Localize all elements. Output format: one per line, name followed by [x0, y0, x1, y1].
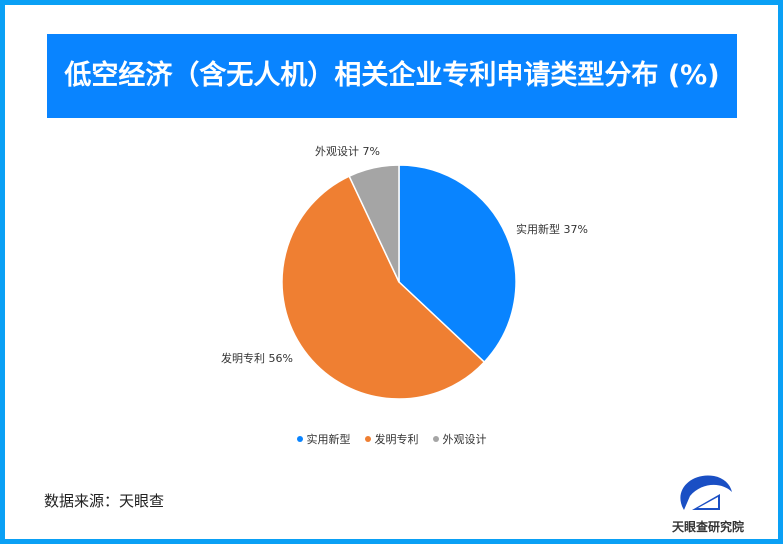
legend-item: 外观设计	[432, 431, 487, 447]
pie-slice-3	[348, 164, 400, 283]
logo: 天眼查研究院	[662, 470, 754, 534]
logo-mark-icon	[680, 475, 732, 510]
legend-swatch	[432, 436, 439, 442]
data-label: 实用新型 37%	[516, 222, 588, 236]
legend-label: 发明专利	[374, 433, 419, 446]
legend: 实用新型 发明专利 外观设计	[0, 431, 783, 447]
legend-swatch	[296, 436, 303, 442]
data-source: 数据来源：天眼查	[44, 492, 165, 510]
legend-item: 发明专利	[364, 431, 419, 447]
data-label: 外观设计 7%	[315, 145, 380, 158]
logo-text: 天眼查研究院	[671, 520, 744, 534]
pie-slice-2	[281, 175, 486, 400]
data-label: 发明专利 56%	[221, 351, 293, 365]
chart-title-text: 低空经济（含无人机）相关企业专利申请类型分布 (%)	[64, 60, 720, 91]
legend-item: 实用新型	[296, 431, 351, 447]
legend-label: 外观设计	[442, 433, 487, 446]
legend-label: 实用新型	[306, 433, 351, 446]
legend-swatch	[364, 436, 371, 442]
chart-title: 低空经济（含无人机）相关企业专利申请类型分布 (%)	[47, 34, 737, 118]
pie-slice-1	[398, 164, 517, 364]
